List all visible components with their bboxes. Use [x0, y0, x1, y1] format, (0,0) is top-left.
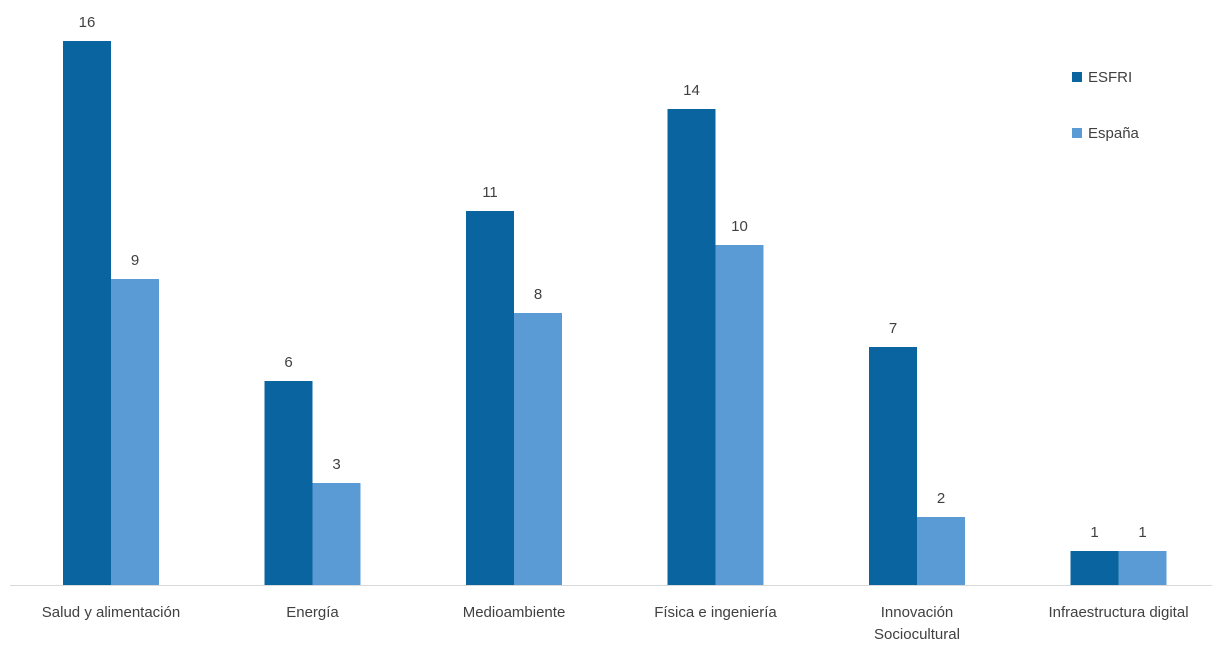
bar-espana-0 [111, 279, 159, 585]
category-label-5: Infraestructura digital [1048, 604, 1188, 621]
bar-espana-2 [514, 313, 562, 585]
data-label-espana-2: 8 [534, 286, 542, 303]
category-label-4-line-1: Sociocultural [874, 626, 960, 643]
legend-label-esfri: ESFRI [1088, 69, 1132, 86]
data-label-esfri-1: 6 [284, 354, 292, 371]
data-label-espana-4: 2 [937, 490, 945, 507]
bar-esfri-0 [63, 41, 111, 585]
bar-esfri-4 [869, 347, 917, 585]
bar-esfri-2 [466, 211, 514, 585]
data-label-esfri-5: 1 [1090, 524, 1098, 541]
data-label-esfri-0: 16 [79, 14, 96, 31]
legend-swatch-esfri [1072, 72, 1082, 82]
category-labels-layer: Salud y alimentación Energía Medioambiente… [42, 604, 1189, 643]
category-label-2: Medioambiente [463, 604, 566, 621]
category-label-3: Física e ingeniería [654, 604, 777, 621]
data-label-esfri-4: 7 [889, 320, 897, 337]
bar-esfri-1 [264, 381, 313, 585]
bar-esfri-3 [667, 109, 716, 585]
data-label-espana-5: 1 [1138, 524, 1146, 541]
data-label-espana-1: 3 [332, 456, 340, 473]
bar-espana-3 [715, 245, 764, 585]
bar-esfri-5 [1070, 551, 1119, 585]
data-label-esfri-3: 14 [683, 82, 700, 99]
data-label-espana-3: 10 [731, 218, 748, 235]
bar-espana-5 [1118, 551, 1167, 585]
bars-layer [63, 41, 1167, 585]
data-label-espana-0: 9 [131, 252, 139, 269]
legend-swatch-espana [1072, 128, 1082, 138]
category-label-0: Salud y alimentación [42, 604, 180, 621]
legend: ESFRI España [1072, 69, 1140, 142]
bar-espana-1 [312, 483, 361, 585]
category-label-4-line-0: Innovación [881, 604, 954, 621]
data-label-esfri-2: 11 [482, 184, 498, 201]
category-label-1: Energía [286, 604, 339, 621]
legend-label-espana: España [1088, 125, 1140, 142]
bar-espana-4 [917, 517, 965, 585]
